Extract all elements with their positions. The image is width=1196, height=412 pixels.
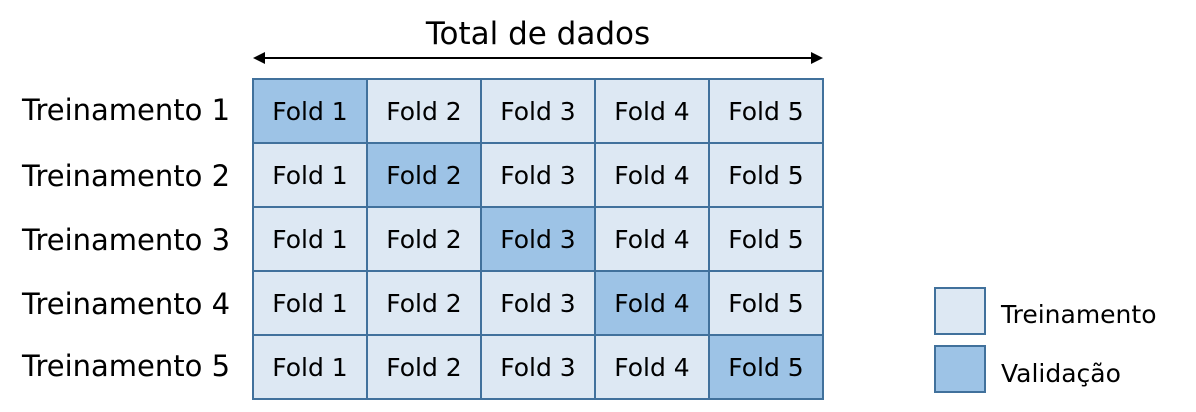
legend-training-swatch (934, 287, 986, 335)
training-fold-cell: Fold 1 (252, 206, 368, 272)
training-fold-cell: Fold 5 (708, 206, 824, 272)
training-fold-cell: Fold 1 (252, 142, 368, 208)
training-fold-cell: Fold 4 (594, 206, 710, 272)
row-label: Treinamento 3 (22, 222, 231, 257)
training-fold-cell: Fold 2 (366, 78, 482, 144)
diagram-title: Total de dados (425, 16, 651, 52)
training-fold-cell: Fold 4 (594, 78, 710, 144)
double-arrow-icon (253, 52, 823, 64)
row-label: Treinamento 5 (22, 348, 231, 383)
row-label: Treinamento 1 (22, 92, 231, 127)
training-fold-cell: Fold 2 (366, 206, 482, 272)
validation-fold-cell: Fold 3 (480, 206, 596, 272)
fold-row: Fold 1 Fold 2 Fold 3 Fold 4 Fold 5 (252, 334, 824, 400)
fold-row: Fold 1 Fold 2 Fold 3 Fold 4 Fold 5 (252, 78, 824, 144)
training-fold-cell: Fold 4 (594, 334, 710, 400)
training-fold-cell: Fold 1 (252, 334, 368, 400)
validation-fold-cell: Fold 5 (708, 334, 824, 400)
fold-grid: Fold 1 Fold 2 Fold 3 Fold 4 Fold 5 Fold 1 Fold… (252, 78, 824, 400)
training-fold-cell: Fold 3 (480, 334, 596, 400)
training-fold-cell: Fold 5 (708, 270, 824, 336)
training-fold-cell: Fold 3 (480, 270, 596, 336)
training-fold-cell: Fold 3 (480, 78, 596, 144)
validation-fold-cell: Fold 4 (594, 270, 710, 336)
training-fold-cell: Fold 2 (366, 270, 482, 336)
legend-training-label: Treinamento (1001, 299, 1157, 329)
validation-fold-cell: Fold 1 (252, 78, 368, 144)
training-fold-cell: Fold 2 (366, 334, 482, 400)
training-fold-cell: Fold 5 (708, 78, 824, 144)
training-fold-cell: Fold 3 (480, 142, 596, 208)
fold-row: Fold 1 Fold 2 Fold 3 Fold 4 Fold 5 (252, 270, 824, 336)
training-fold-cell: Fold 5 (708, 142, 824, 208)
legend-validation-swatch (934, 345, 986, 393)
validation-fold-cell: Fold 2 (366, 142, 482, 208)
row-label: Treinamento 4 (22, 286, 231, 321)
legend-validation-label: Validação (1001, 358, 1121, 388)
row-label: Treinamento 2 (22, 158, 231, 193)
fold-row: Fold 1 Fold 2 Fold 3 Fold 4 Fold 5 (252, 206, 824, 272)
training-fold-cell: Fold 4 (594, 142, 710, 208)
fold-row: Fold 1 Fold 2 Fold 3 Fold 4 Fold 5 (252, 142, 824, 208)
training-fold-cell: Fold 1 (252, 270, 368, 336)
